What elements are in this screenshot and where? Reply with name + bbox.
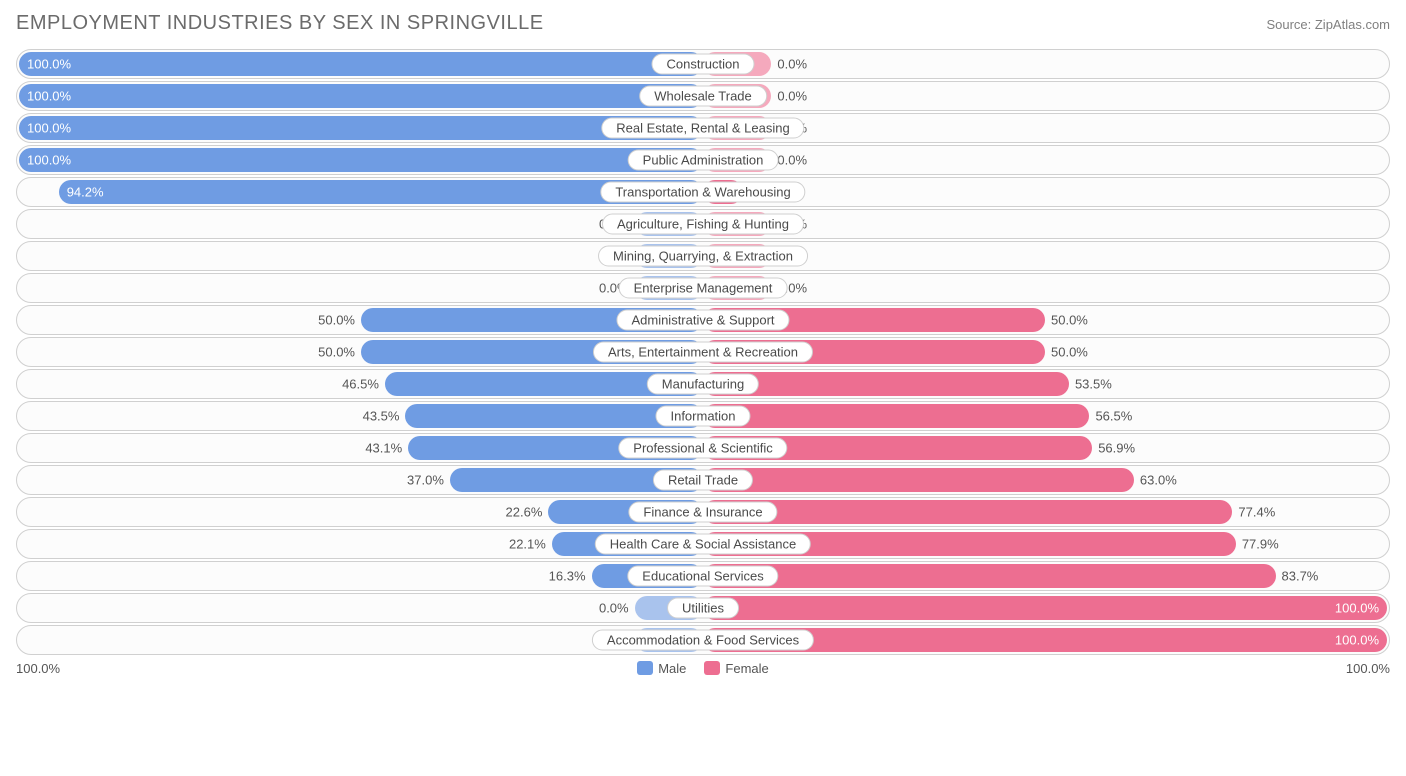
male-pct-label: 0.0% <box>599 601 629 616</box>
legend-female: Female <box>704 661 768 676</box>
category-label: Wholesale Trade <box>639 86 767 107</box>
female-bar <box>703 500 1232 524</box>
chart-row: 0.0%0.0%Mining, Quarrying, & Extraction <box>16 241 1390 271</box>
female-pct-label: 100.0% <box>1335 601 1379 616</box>
female-pct-label: 50.0% <box>1051 313 1088 328</box>
male-pct-label: 100.0% <box>27 153 71 168</box>
chart-row: 43.5% 56.5% Information <box>16 401 1390 431</box>
chart-row: 16.3% 83.7% Educational Services <box>16 561 1390 591</box>
category-label: Construction <box>652 54 755 75</box>
chart-row: 100.0% 0.0%Public Administration <box>16 145 1390 175</box>
male-pct-label: 37.0% <box>407 473 444 488</box>
male-bar: 100.0% <box>19 52 703 76</box>
female-pct-label: 83.7% <box>1282 569 1319 584</box>
male-pct-label: 43.5% <box>363 409 400 424</box>
female-pct-label: 0.0% <box>777 153 807 168</box>
category-label: Public Administration <box>628 150 779 171</box>
axis-right-label: 100.0% <box>1346 661 1390 676</box>
chart-row: 50.0% 50.0% Arts, Entertainment & Recreati… <box>16 337 1390 367</box>
male-pct-label: 50.0% <box>318 345 355 360</box>
category-label: Administrative & Support <box>616 310 789 331</box>
category-label: Manufacturing <box>647 374 759 395</box>
female-bar <box>703 468 1134 492</box>
category-label: Retail Trade <box>653 470 753 491</box>
category-label: Professional & Scientific <box>618 438 787 459</box>
chart-row: 46.5% 53.5% Manufacturing <box>16 369 1390 399</box>
female-bar <box>703 404 1089 428</box>
category-label: Utilities <box>667 598 739 619</box>
female-pct-label: 56.5% <box>1095 409 1132 424</box>
female-pct-label: 0.0% <box>777 57 807 72</box>
chart-row: 0.0%0.0%Enterprise Management <box>16 273 1390 303</box>
legend: Male Female <box>637 661 769 676</box>
chart-row: 43.1% 56.9% Professional & Scientific <box>16 433 1390 463</box>
legend-male: Male <box>637 661 686 676</box>
female-pct-label: 53.5% <box>1075 377 1112 392</box>
chart-source: Source: ZipAtlas.com <box>1266 17 1390 32</box>
legend-female-label: Female <box>725 661 768 676</box>
male-pct-label: 16.3% <box>549 569 586 584</box>
chart-row: 100.0% 0.0% Wholesale Trade <box>16 81 1390 111</box>
male-pct-label: 100.0% <box>27 121 71 136</box>
category-label: Mining, Quarrying, & Extraction <box>598 246 808 267</box>
chart-row: 22.6% 77.4% Finance & Insurance <box>16 497 1390 527</box>
female-swatch <box>704 661 720 675</box>
male-pct-label: 22.6% <box>506 505 543 520</box>
male-pct-label: 43.1% <box>365 441 402 456</box>
female-bar: 100.0% <box>703 596 1387 620</box>
axis-left-label: 100.0% <box>16 661 60 676</box>
male-pct-label: 22.1% <box>509 537 546 552</box>
chart-row: 100.0% 0.0% Construction <box>16 49 1390 79</box>
category-label: Arts, Entertainment & Recreation <box>593 342 813 363</box>
legend-male-label: Male <box>658 661 686 676</box>
female-bar <box>703 564 1276 588</box>
category-label: Finance & Insurance <box>628 502 777 523</box>
category-label: Health Care & Social Assistance <box>595 534 811 555</box>
chart-row: 100.0%0.0%Real Estate, Rental & Leasing <box>16 113 1390 143</box>
female-pct-label: 77.4% <box>1238 505 1275 520</box>
male-pct-label: 50.0% <box>318 313 355 328</box>
category-label: Agriculture, Fishing & Hunting <box>602 214 804 235</box>
male-pct-label: 100.0% <box>27 89 71 104</box>
category-label: Information <box>655 406 750 427</box>
male-pct-label: 100.0% <box>27 57 71 72</box>
chart-row: 0.0% 100.0% Utilities <box>16 593 1390 623</box>
chart-row: 22.1% 77.9% Health Care & Social Assistanc… <box>16 529 1390 559</box>
category-label: Educational Services <box>627 566 778 587</box>
male-bar: 100.0% <box>19 148 703 172</box>
category-label: Real Estate, Rental & Leasing <box>601 118 804 139</box>
female-pct-label: 63.0% <box>1140 473 1177 488</box>
female-pct-label: 77.9% <box>1242 537 1279 552</box>
chart-row: 50.0% 50.0% Administrative & Support <box>16 305 1390 335</box>
chart-header: EMPLOYMENT INDUSTRIES BY SEX IN SPRINGVI… <box>16 12 1390 35</box>
category-label: Accommodation & Food Services <box>592 630 814 651</box>
chart-row: 94.2%5.8%Transportation & Warehousing <box>16 177 1390 207</box>
chart-row: 0.0%100.0%Accommodation & Food Services <box>16 625 1390 655</box>
male-swatch <box>637 661 653 675</box>
chart-title: EMPLOYMENT INDUSTRIES BY SEX IN SPRINGVI… <box>16 12 544 35</box>
male-pct-label: 94.2% <box>67 185 104 200</box>
male-pct-label: 46.5% <box>342 377 379 392</box>
category-label: Transportation & Warehousing <box>600 182 805 203</box>
diverging-bar-chart: 100.0% 0.0% Construction 100.0% 0.0% Wholesal… <box>16 49 1390 655</box>
male-bar: 100.0% <box>19 84 703 108</box>
female-pct-label: 50.0% <box>1051 345 1088 360</box>
chart-row: 37.0% 63.0% Retail Trade <box>16 465 1390 495</box>
female-pct-label: 100.0% <box>1335 633 1379 648</box>
female-pct-label: 56.9% <box>1098 441 1135 456</box>
chart-axis: 100.0% Male Female 100.0% <box>16 661 1390 676</box>
category-label: Enterprise Management <box>619 278 788 299</box>
female-pct-label: 0.0% <box>777 89 807 104</box>
chart-row: 0.0%0.0%Agriculture, Fishing & Hunting <box>16 209 1390 239</box>
